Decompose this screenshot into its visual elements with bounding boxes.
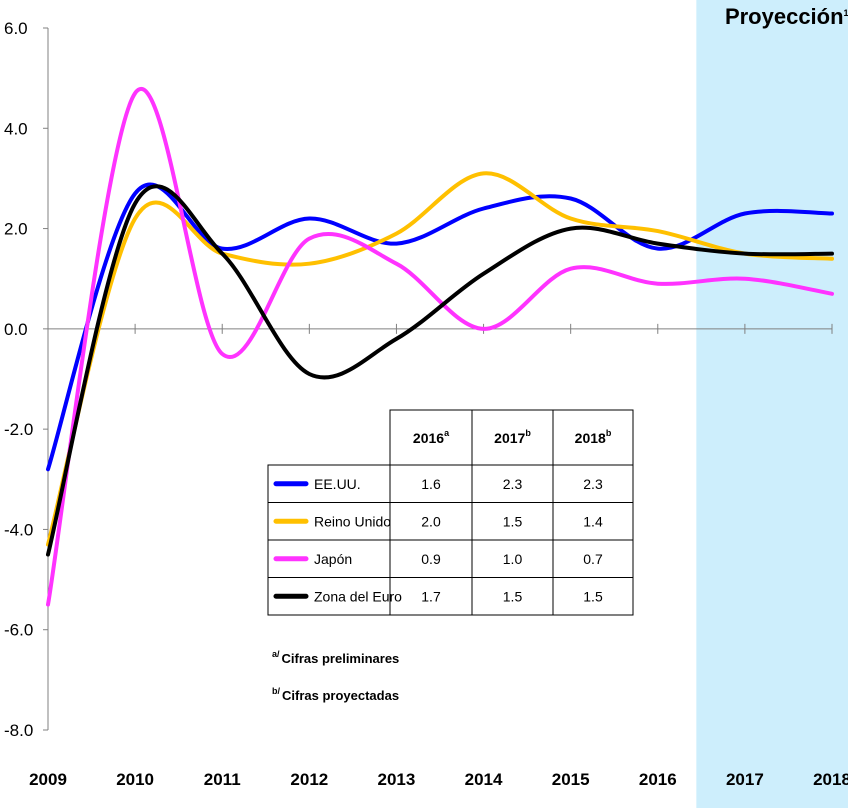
y-tick-label: -8.0 [4,721,33,740]
series-line-reino-unido [46,171,834,547]
table-row-label: Zona del Euro [314,588,402,604]
x-tick-label: 2010 [116,770,154,789]
y-tick-label: 6.0 [4,19,28,38]
table-cell: 0.9 [421,551,441,567]
footnote: b/Cifras proyectadas [272,686,399,703]
table-cell: 0.7 [583,551,603,567]
y-tick-label: 4.0 [4,119,28,138]
table-cell: 1.5 [503,588,523,604]
table-header-cell: 2016a [413,428,450,446]
table-cell: 1.4 [583,513,603,529]
x-tick-label: 2013 [378,770,416,789]
projection-region: Proyección1/ [696,0,848,808]
table-row [267,577,634,616]
series-lines [46,87,834,607]
data-table: 2016a 2017b 2018b EE.UU. 1.6 2.3 2.3 Reino Unid… [267,409,634,616]
table-cell: 1.6 [421,476,441,492]
table-header-cell: 2018b [575,428,612,446]
y-tick-label: 0.0 [4,320,28,339]
axes: 6.0 4.0 2.0 0.0 -2.0 -4.0 -6.0 -8.0 2009 2010 2011… [4,19,848,789]
table-header-row [389,409,634,466]
table-cell: 2.3 [503,476,523,492]
y-tick-label: 2.0 [4,220,28,239]
x-tick-label: 2012 [290,770,328,789]
series-line-zona-del-euro [46,184,834,557]
table-row [267,464,634,503]
y-tick-label: -2.0 [4,420,33,439]
footnote: a/Cifras preliminares [272,649,399,666]
table-cell: 2.3 [583,476,603,492]
x-tick-label: 2014 [465,770,503,789]
series-line-japon [46,87,834,607]
x-tick-label: 2009 [29,770,67,789]
table-row [267,539,634,578]
projection-label: Proyección1/ [725,4,848,29]
table-cell: 1.7 [421,588,441,604]
x-tick-label: 2011 [204,770,241,789]
y-tick-label: -6.0 [4,621,33,640]
footnotes: a/Cifras preliminares b/Cifras proyectada… [272,649,399,703]
table-cell: 1.0 [503,551,523,567]
table-cell: 2.0 [421,513,441,529]
y-tick-label: -4.0 [4,520,33,539]
table-row-label: Reino Unido [314,513,391,529]
table-header-cell: 2017b [494,428,531,446]
table-cell: 1.5 [583,588,603,604]
x-tick-label: 2016 [639,770,677,789]
series-line-ee-uu [46,182,834,472]
x-tick-label: 2017 [726,770,764,789]
table-row [267,502,634,541]
x-tick-label: 2018 [813,770,848,789]
table-cell: 1.5 [503,513,523,529]
table-row-label: EE.UU. [314,476,361,492]
table-row-label: Japón [314,551,352,567]
projection-shade [696,0,848,808]
x-tick-label: 2015 [552,770,590,789]
